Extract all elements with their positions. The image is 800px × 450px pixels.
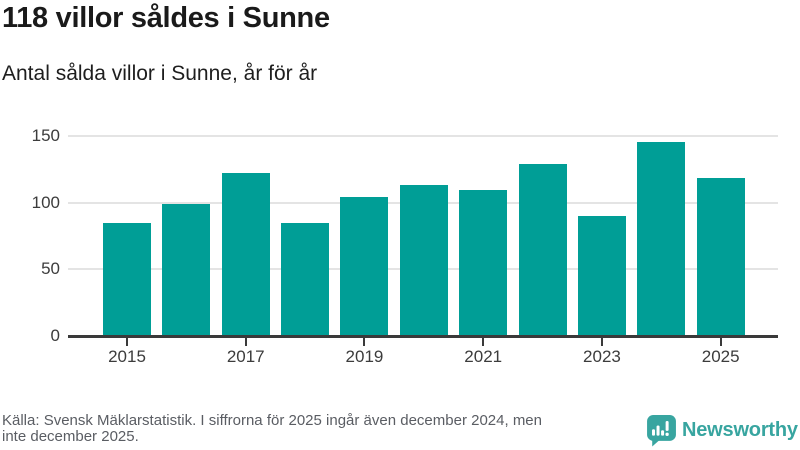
x-tick-2025 bbox=[719, 338, 722, 346]
y-tick-label-100: 100 bbox=[31, 192, 60, 212]
x-tick-label-2023: 2023 bbox=[583, 347, 621, 366]
y-tick-label-50: 50 bbox=[41, 259, 60, 279]
newsworthy-wordmark: Newsworthy bbox=[682, 419, 798, 441]
y-tick-label-150: 150 bbox=[31, 125, 60, 145]
x-tick-2015 bbox=[126, 338, 128, 346]
bar-2019 bbox=[340, 197, 389, 336]
chart-title: 118 villor såldes i Sunne bbox=[2, 2, 330, 34]
bar-2023 bbox=[577, 215, 626, 336]
bar-2021 bbox=[459, 190, 508, 336]
bar-2022 bbox=[518, 163, 567, 336]
bar-2017 bbox=[221, 173, 270, 336]
chart-subtitle: Antal sålda villor i Sunne, år för år bbox=[2, 62, 318, 85]
source-note: Källa: Svensk Mäklarstatistik. I siffror… bbox=[2, 413, 542, 444]
bar-2015 bbox=[103, 222, 151, 336]
x-tick-label-2015: 2015 bbox=[108, 347, 146, 366]
x-tick-2021 bbox=[482, 338, 485, 346]
newsworthy-logo[interactable]: Newsworthy bbox=[646, 414, 798, 447]
bar-2016 bbox=[162, 203, 211, 336]
bar-2018 bbox=[281, 222, 330, 336]
x-tick-label-2019: 2019 bbox=[345, 347, 384, 366]
source-note-line-1: Källa: Svensk Mäklarstatistik. I siffror… bbox=[2, 412, 542, 429]
y-tick-label-0: 0 bbox=[50, 326, 60, 345]
bar-2020 bbox=[399, 185, 448, 336]
x-tick-label-2025: 2025 bbox=[701, 347, 740, 366]
bar-2024 bbox=[637, 142, 686, 336]
x-tick-2019 bbox=[363, 338, 366, 346]
x-tick-label-2021: 2021 bbox=[464, 347, 503, 366]
x-tick-2023 bbox=[600, 338, 603, 346]
x-tick-2017 bbox=[244, 338, 247, 346]
newsworthy-icon bbox=[647, 415, 676, 447]
gridline-150 bbox=[68, 134, 778, 137]
source-note-line-2: inte december 2025. bbox=[2, 427, 139, 445]
x-axis-line bbox=[68, 335, 778, 338]
x-tick-label-2017: 2017 bbox=[226, 347, 265, 366]
bar-2025 bbox=[696, 178, 745, 336]
